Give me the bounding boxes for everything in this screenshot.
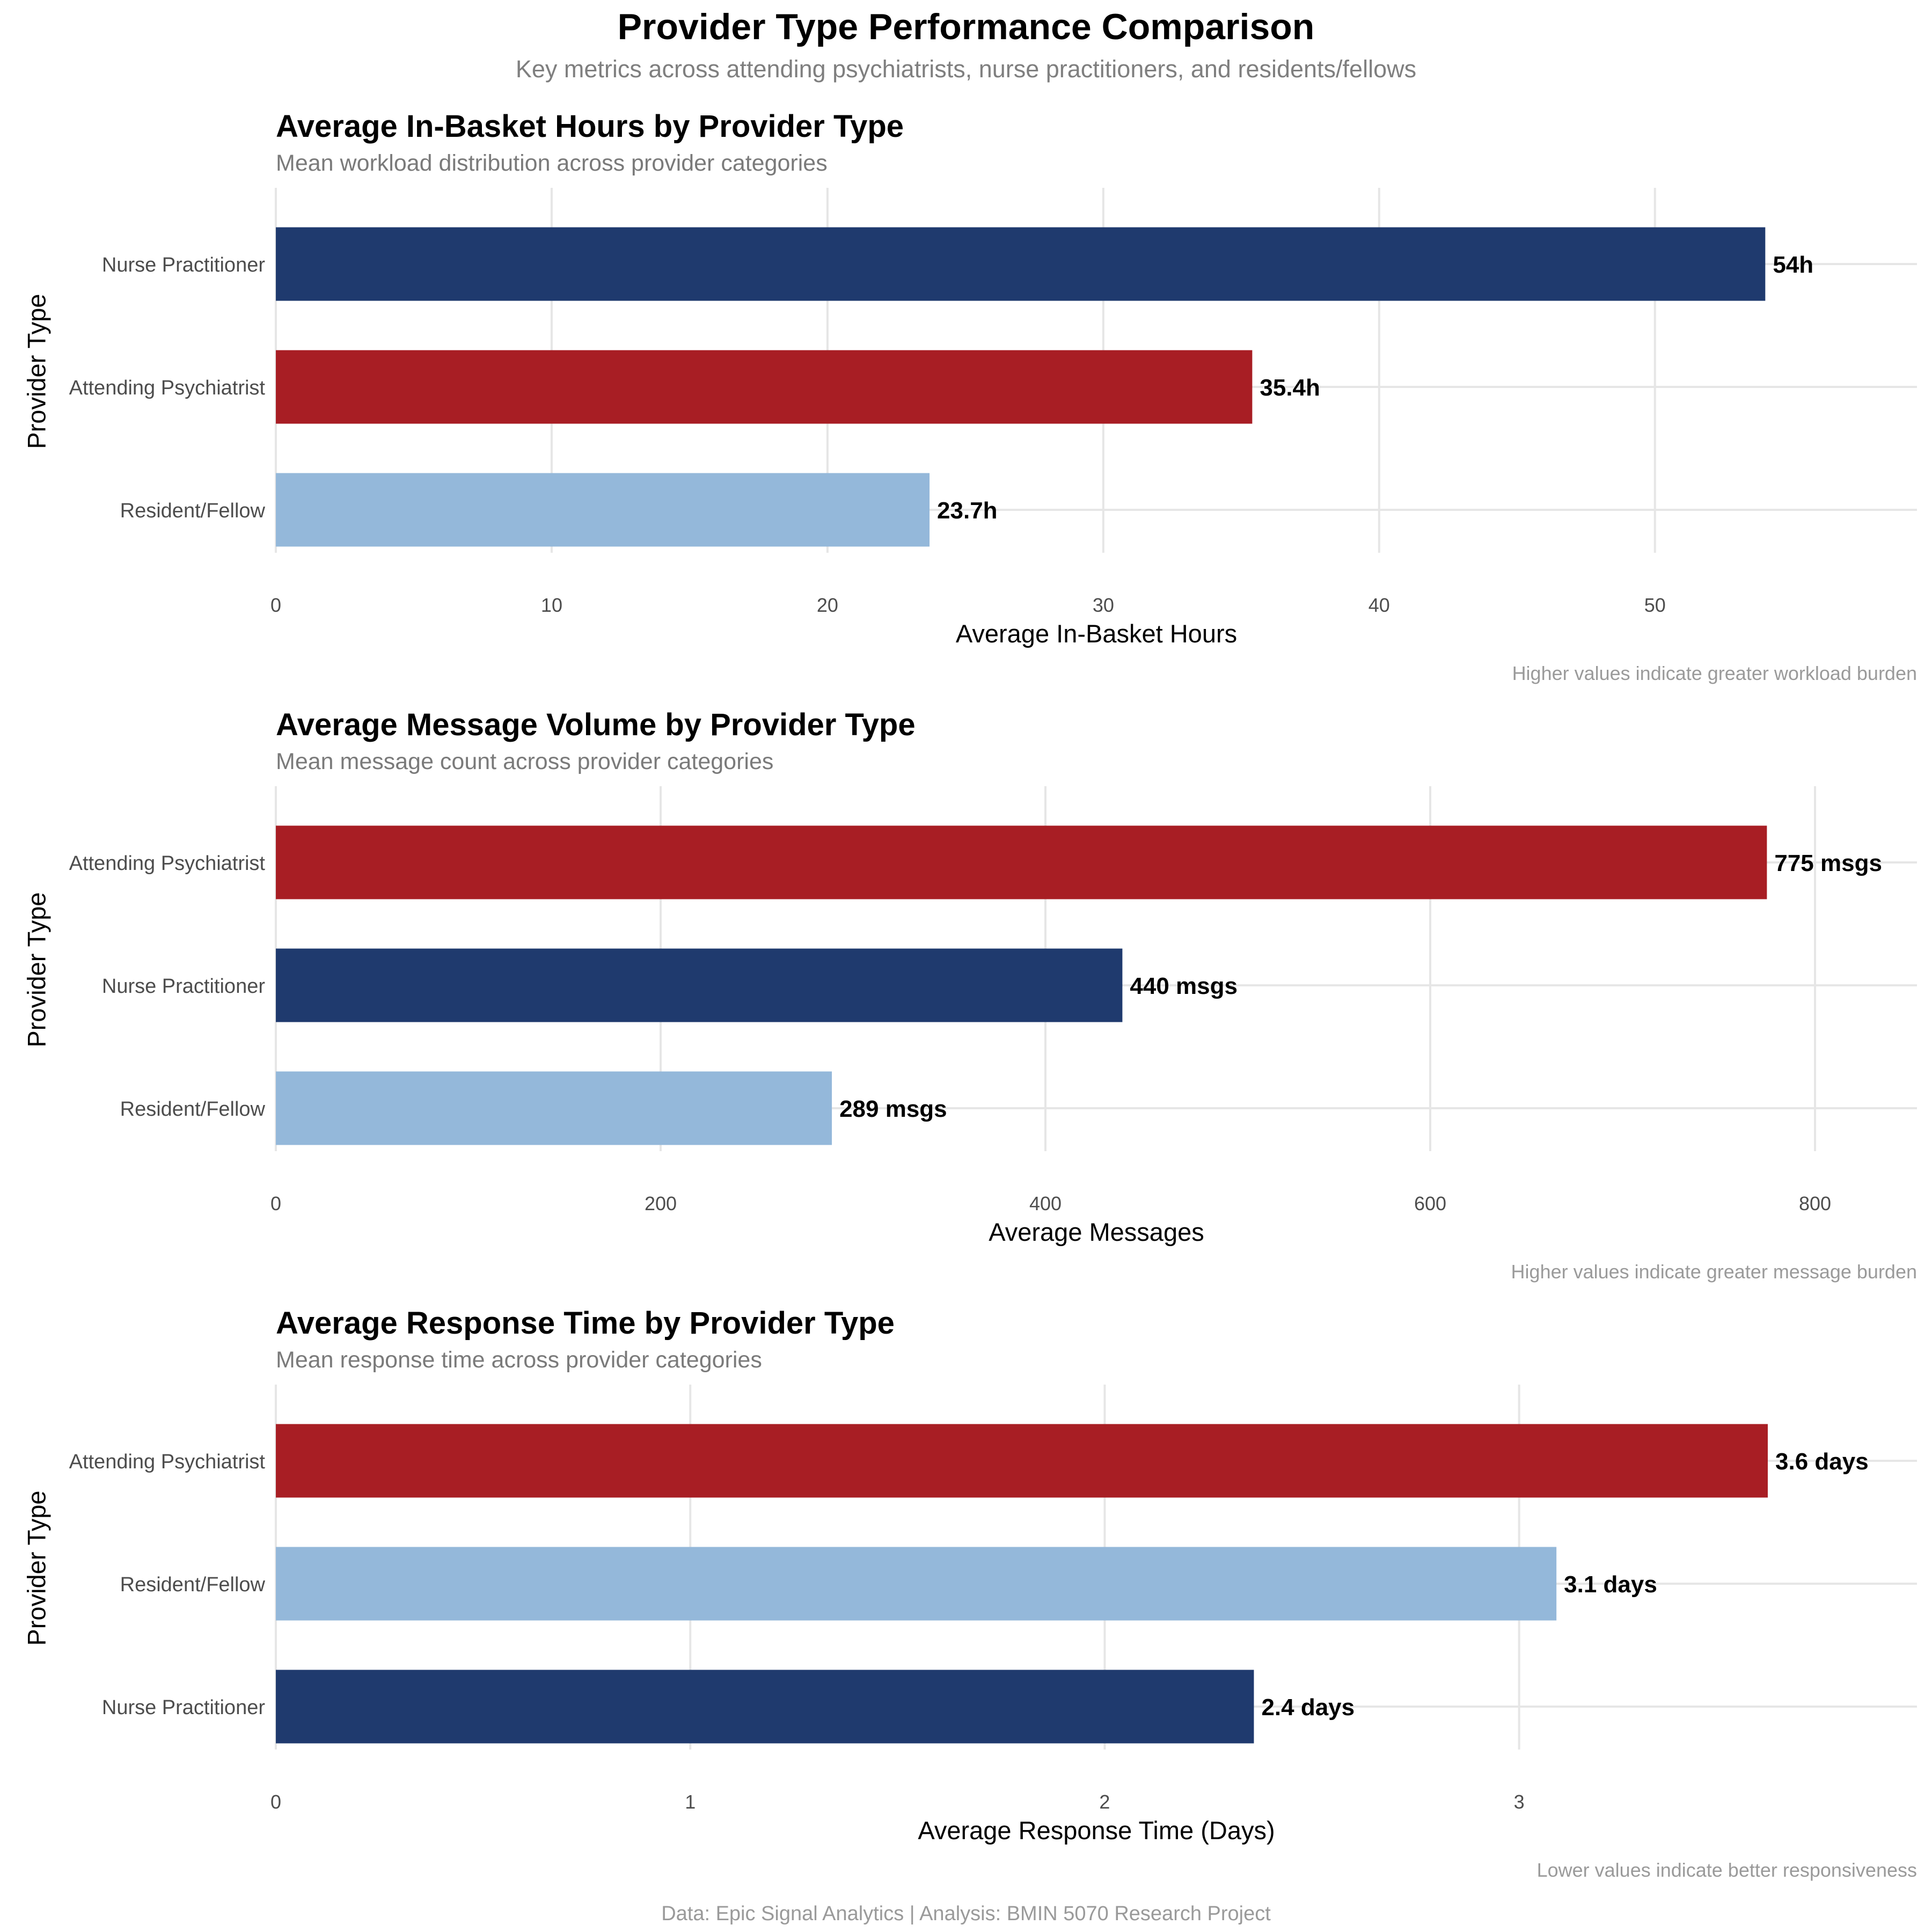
bar — [276, 1547, 1557, 1621]
data-label: 23.7h — [937, 497, 998, 524]
y-axis-title: Provider Type — [22, 1490, 51, 1646]
x-tick-label: 30 — [1093, 594, 1114, 616]
bar — [276, 227, 1766, 301]
data-label: 3.1 days — [1564, 1571, 1657, 1598]
bar — [276, 825, 1767, 899]
category-label: Resident/Fellow — [120, 1574, 266, 1596]
data-label: 289 msgs — [839, 1096, 947, 1122]
chart-subtitle: Mean workload distribution across provid… — [276, 150, 828, 176]
data-caption: Data: Epic Signal Analytics | Analysis: … — [661, 1902, 1271, 1925]
chart-title: Average Message Volume by Provider Type — [276, 707, 916, 742]
x-tick-label: 2 — [1099, 1791, 1110, 1813]
category-label: Nurse Practitioner — [102, 1696, 265, 1719]
chart-subtitle: Mean message count across provider categ… — [276, 749, 774, 774]
category-label: Resident/Fellow — [120, 500, 266, 522]
data-label: 775 msgs — [1774, 850, 1882, 876]
data-label: 3.6 days — [1775, 1448, 1869, 1475]
x-axis-title: Average Response Time (Days) — [918, 1816, 1275, 1845]
x-tick-label: 0 — [270, 594, 281, 616]
y-axis-title: Provider Type — [22, 892, 51, 1048]
x-tick-label: 600 — [1414, 1192, 1446, 1214]
x-tick-label: 1 — [685, 1791, 696, 1813]
chart-plot: Attending Psychiatrist 775 msgs Nurse Prac… — [69, 786, 1917, 1214]
data-label: 54h — [1773, 252, 1813, 278]
chart-note: Higher values indicate greater message b… — [1511, 1261, 1917, 1283]
chart-title: Average In-Basket Hours by Provider Type — [276, 109, 904, 144]
x-tick-label: 200 — [645, 1192, 677, 1214]
bar — [276, 948, 1123, 1022]
x-tick-label: 20 — [817, 594, 838, 616]
bar — [276, 350, 1253, 424]
chart-panel-inbasket-hours: Average In-Basket Hours by Provider Type… — [0, 102, 1932, 700]
category-label: Nurse Practitioner — [102, 254, 265, 276]
category-label: Resident/Fellow — [120, 1098, 266, 1121]
chart-subtitle: Mean response time across provider categ… — [276, 1347, 762, 1373]
bar — [276, 1424, 1768, 1498]
category-label: Attending Psychiatrist — [69, 852, 266, 875]
chart-title: Average Response Time by Provider Type — [276, 1306, 895, 1341]
x-tick-label: 40 — [1368, 594, 1390, 616]
data-label: 35.4h — [1260, 375, 1320, 401]
category-label: Attending Psychiatrist — [69, 377, 266, 399]
data-label: 440 msgs — [1130, 973, 1238, 999]
page-subtitle: Key metrics across attending psychiatris… — [515, 55, 1417, 83]
bar — [276, 1670, 1254, 1744]
x-axis-title: Average Messages — [989, 1218, 1204, 1246]
x-tick-label: 400 — [1029, 1192, 1062, 1214]
x-tick-label: 0 — [270, 1192, 281, 1214]
bar — [276, 1071, 832, 1145]
y-axis-title: Provider Type — [22, 294, 51, 449]
category-label: Attending Psychiatrist — [69, 1451, 266, 1473]
chart-plot: Nurse Practitioner 54h Attending Psychiatr… — [69, 188, 1917, 616]
x-tick-label: 0 — [270, 1791, 281, 1813]
data-label: 2.4 days — [1261, 1694, 1355, 1721]
bar — [276, 473, 930, 547]
x-axis-title: Average In-Basket Hours — [955, 619, 1238, 648]
x-tick-label: 50 — [1644, 594, 1666, 616]
page-title: Provider Type Performance Comparison — [617, 6, 1315, 47]
chart-note: Higher values indicate greater workload … — [1512, 662, 1917, 684]
chart-note: Lower values indicate better responsiven… — [1536, 1859, 1917, 1881]
chart-plot: Attending Psychiatrist 3.6 days Resident/F… — [69, 1385, 1917, 1813]
category-label: Nurse Practitioner — [102, 975, 265, 998]
chart-panel-response-time: Average Response Time by Provider Type M… — [0, 1299, 1932, 1897]
x-tick-label: 3 — [1514, 1791, 1525, 1813]
x-tick-label: 10 — [541, 594, 562, 616]
chart-panel-message-volume: Average Message Volume by Provider Type … — [0, 700, 1932, 1299]
x-tick-label: 800 — [1799, 1192, 1831, 1214]
